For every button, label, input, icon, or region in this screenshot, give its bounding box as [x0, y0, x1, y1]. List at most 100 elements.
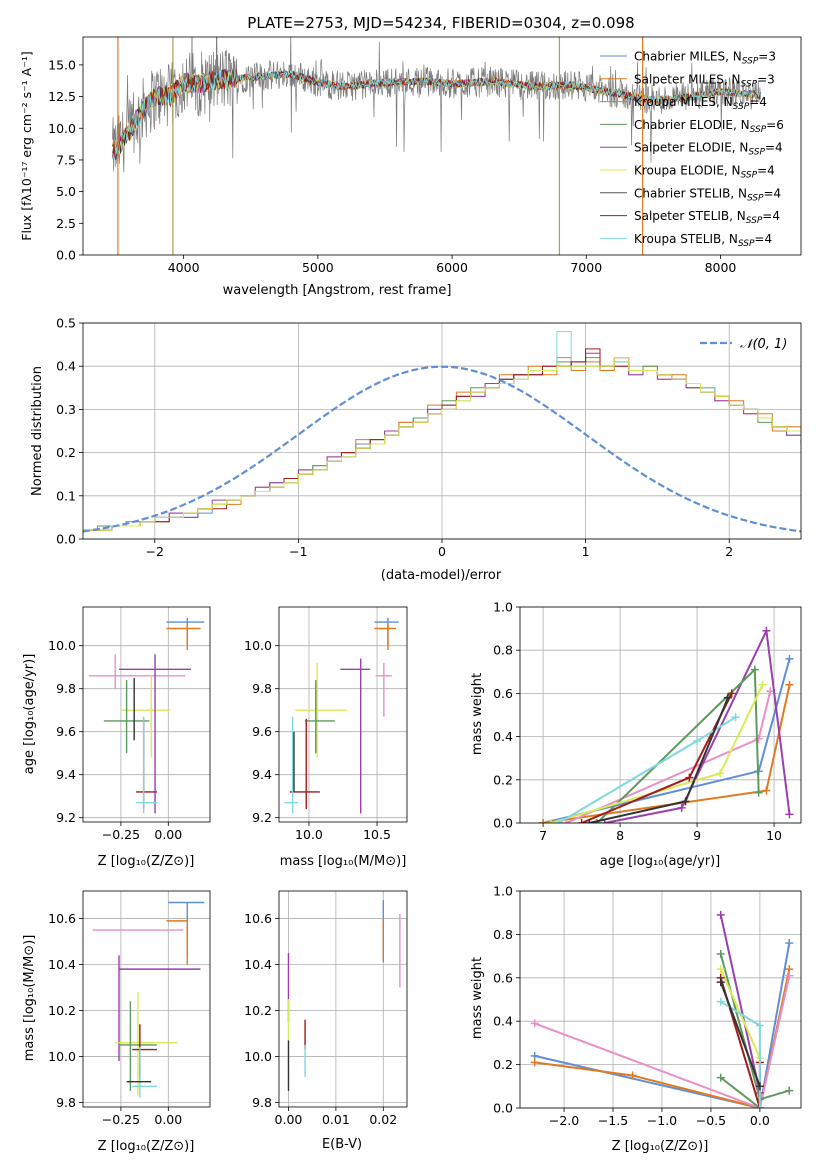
age-vs-mass-frame [278, 606, 408, 823]
mass-weight-marker [716, 978, 725, 987]
mass-weight-vs-Z-x-axis-label: Z [log₁₀(Z/Z⊙)] [612, 1139, 709, 1154]
massweight-vs-age-y-tick-label: 0.8 [493, 643, 513, 658]
age-vs-mass-y-tick-label: 9.6 [252, 724, 272, 739]
mass-weight-line [719, 981, 761, 1087]
massweight-vs-age-frame [519, 606, 802, 824]
massweight-vs-age-y-tick-label: 1.0 [493, 600, 513, 615]
mass-vs-Z-plot-area: −0.25 0.00 9.8 10.0 10.2 10.4 10.6 [48, 890, 211, 1127]
residuals-plot-area: −2 −1 0 1 2 0.0 0.1 0.2 0.3 0.4 0.5 [56, 316, 802, 559]
massweight-vs-age-x-tick-label: 7 [539, 828, 547, 843]
mass-vs-EBV-data [287, 900, 401, 1091]
age-vs-mass-plot-area: 10.0 10.5 9.2 9.4 9.6 9.8 10.0 [244, 606, 408, 842]
mass-weight-marker [754, 734, 763, 743]
legend-label: Kroupa MILES, NSSP=4 [634, 95, 767, 112]
massweight-vs-Z-y-tick-label: 0.4 [493, 1014, 513, 1029]
massweight-vs-Z-frame [519, 890, 802, 1109]
mass-weight-marker [755, 1082, 764, 1091]
legend-label: Chabrier ELODIE, NSSP=6 [634, 118, 784, 135]
mass-weight-vs-age-x-axis-label: age [log₁₀(age/yr)] [600, 854, 721, 869]
mass-weight-marker [530, 1019, 539, 1028]
error-bar-point [340, 658, 371, 814]
mass-weight-marker [785, 939, 794, 948]
legend-label-normal: 𝒩(0, 1) [740, 337, 787, 352]
mass-weight-marker [762, 626, 771, 635]
mass-vs-EBV-x-tick-label: 0.00 [275, 1112, 303, 1127]
mass-weight-marker [716, 997, 725, 1006]
massweight-vs-age-y-tick-label: 0.0 [493, 816, 513, 831]
mass-weight-marker [754, 788, 763, 797]
massweight-vs-age-x-tick-label: 10 [766, 828, 782, 843]
mass-weight-marker [577, 819, 586, 823]
spectrum-model-line [112, 69, 761, 159]
spectrum-y-tick-label: 0.0 [56, 248, 76, 263]
mass-weight-marker [731, 713, 740, 722]
mass-weight-marker [758, 680, 767, 689]
legend-label: Kroupa STELIB, NSSP=4 [634, 232, 772, 249]
mass-weight-marker [716, 1073, 725, 1082]
age-vs-mass-y-tick-label: 9.4 [252, 767, 272, 782]
legend-label: Chabrier STELIB, NSSP=4 [634, 186, 781, 203]
mass-weight-marker [628, 1071, 637, 1080]
age-vs-mass-x-tick-label: 10.0 [295, 827, 323, 842]
error-bar-point [115, 992, 178, 1096]
residuals-y-axis-label: Normed distribution [30, 366, 45, 496]
spectrum-x-tick-label: 7000 [570, 260, 602, 275]
age-vs-mass-panel: mass [log₁₀(M/M⊙)] 10.0 10.59.29.49.69.81… [244, 606, 408, 869]
massweight-vs-Z-y-tick-label: 0.2 [493, 1057, 513, 1072]
mass-vs-Z-x-tick-label: −0.25 [102, 1112, 140, 1127]
spectrum-y-tick-label: 5.0 [56, 184, 76, 199]
residuals-y-tick-label: 0.3 [56, 402, 76, 417]
mass-weight-marker [546, 819, 555, 823]
residuals-x-tick-label: −1 [289, 544, 307, 559]
mass-vs-EBV-y-tick-label: 10.2 [244, 1003, 272, 1018]
mass-vs-EBV-x-axis-label: E(B-V) [322, 1137, 362, 1152]
massweight-vs-age-y-tick-label: 0.4 [493, 729, 513, 744]
massweight-vs-age-y-tick-label: 0.2 [493, 772, 513, 787]
histogram-series [83, 348, 801, 531]
mass-vs-EBV-y-tick-label: 9.8 [252, 1095, 272, 1110]
mass-weight-line [719, 953, 790, 1101]
age-vs-Z-y-tick-label: 10.0 [48, 638, 76, 653]
error-bar-point [166, 617, 205, 646]
spectrum-x-tick-label: 8000 [705, 260, 737, 275]
mass-weight-vs-metallicity-panel: Z [log₁₀(Z/Z⊙)] mass weight −2.0 −1.5 −1.0… [470, 884, 802, 1154]
spectrum-legend: Chabrier MILES, NSSP=3 Salpeter MILES, NS… [600, 50, 784, 249]
age-vs-Z-y-axis-label: age [log₁₀(age/yr)] [22, 654, 37, 775]
mass-weight-marker [785, 1086, 794, 1095]
error-bar-point [119, 654, 192, 814]
residuals-y-tick-label: 0.0 [56, 532, 76, 547]
age-vs-mass-y-tick-label: 10.0 [244, 638, 272, 653]
mass-vs-Z-y-tick-label: 9.8 [56, 1095, 76, 1110]
mass-weight-marker [755, 1104, 764, 1108]
mass-vs-Z-y-tick-label: 10.2 [48, 1003, 76, 1018]
mass-weight-marker [677, 803, 686, 812]
spectrum-x-tick-label: 4000 [168, 260, 200, 275]
age-vs-Z-y-tick-label: 9.2 [56, 810, 76, 825]
mass-vs-EBV-y-tick-label: 10.0 [244, 1049, 272, 1064]
mass-weight-line [596, 667, 760, 823]
residuals-x-axis-label: (data-model)/error [381, 568, 502, 583]
error-bar-point [295, 662, 348, 758]
error-bar-point [304, 680, 335, 754]
spectrum-x-axis-label: wavelength [Angstrom, rest frame] [223, 283, 452, 298]
mass-vs-Z-data [92, 901, 205, 1098]
massweight-vs-Z-x-tick-label: −0.5 [696, 1113, 726, 1128]
age-vs-Z-frame [82, 606, 211, 823]
mass-weight-vs-age-panel: age [log₁₀(age/yr)] mass weight 7 8 9 10 0.0… [470, 600, 802, 869]
residuals-x-tick-label: 1 [582, 544, 590, 559]
spectrum-model-line [112, 68, 762, 160]
mass-weight-marker [750, 665, 759, 674]
age-vs-Z-x-axis-label: Z [log₁₀(Z/Z⊙)] [98, 854, 195, 869]
age-vs-mass-x-axis-label: mass [log₁₀(M/M⊙)] [280, 854, 407, 869]
age-vs-Z-x-tick-label: 0.00 [154, 827, 182, 842]
mass-vs-Z-x-tick-label: 0.00 [154, 1112, 182, 1127]
mass-weight-line [720, 1076, 761, 1108]
spectrum-y-tick-label: 15.0 [48, 57, 76, 72]
error-bar-point [375, 662, 393, 717]
mass-vs-EBV-frame [278, 890, 408, 1108]
mass-weight-marker [554, 819, 563, 823]
mass-weight-marker [585, 819, 594, 823]
massweight-vs-Z-x-tick-label: −2.0 [549, 1113, 579, 1128]
age-vs-mass-x-tick-label: 10.5 [363, 827, 391, 842]
spectrum-y-tick-label: 12.5 [48, 89, 76, 104]
